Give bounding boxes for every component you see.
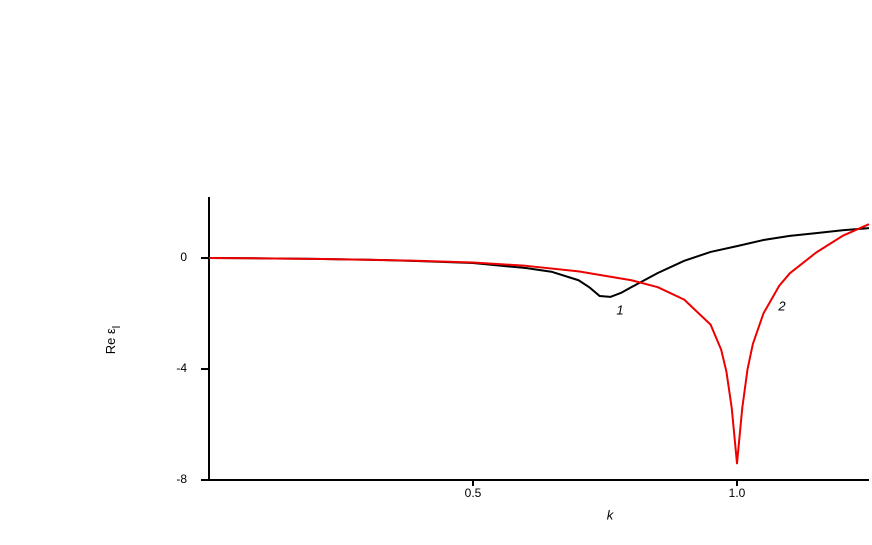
y-tick-label: 0 (180, 250, 187, 264)
x-axis-label: k (607, 507, 615, 522)
x-tick-label: 0.5 (465, 486, 482, 500)
curve-label: 2 (777, 298, 786, 313)
y-tick-label: -8 (176, 472, 187, 486)
line-series (208, 227, 870, 298)
y-axis-label-main: Re ε (103, 328, 118, 354)
curve-label: 1 (616, 302, 623, 317)
x-tick-label: 1.0 (729, 486, 746, 500)
y-axis-label-subscript: l (111, 326, 123, 328)
line-series (208, 223, 870, 465)
y-tick-label: -4 (176, 361, 187, 375)
y-axis-label: Re εl (103, 326, 122, 354)
